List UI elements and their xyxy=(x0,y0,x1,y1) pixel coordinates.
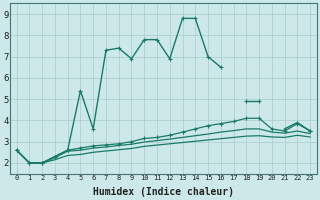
X-axis label: Humidex (Indice chaleur): Humidex (Indice chaleur) xyxy=(93,186,234,197)
